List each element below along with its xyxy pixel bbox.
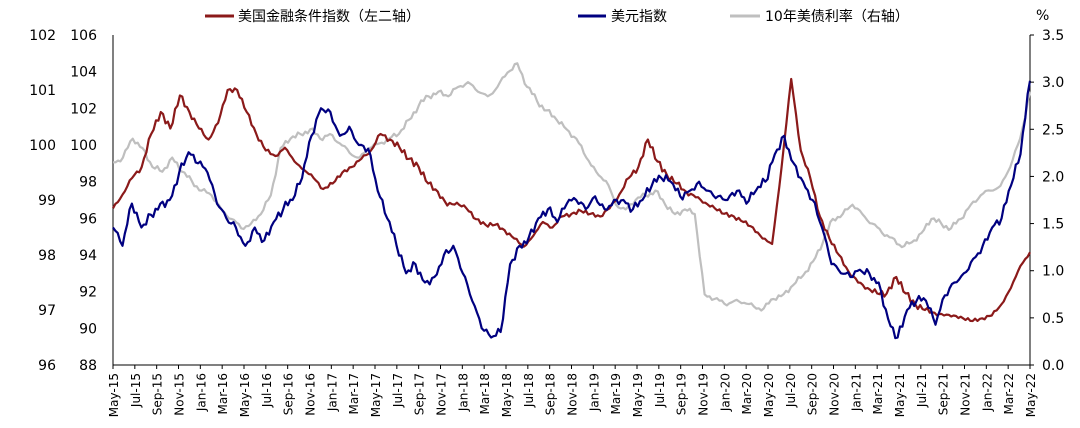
x-tick-label: May-18 <box>500 373 514 417</box>
right-tick-label: 2.0 <box>1042 169 1064 185</box>
left-outer-tick-label: 101 <box>29 83 56 99</box>
x-tick-label: May-17 <box>369 373 383 417</box>
left-inner-tick-label: 98 <box>79 175 97 191</box>
right-tick-label: 1.5 <box>1042 217 1064 233</box>
x-tick-label: Nov-18 <box>566 373 580 416</box>
x-tick-label: Nov-19 <box>697 373 711 416</box>
legend-item-financial-conditions: 美国金融条件指数（左二轴） <box>205 8 420 25</box>
x-tick-label: May-20 <box>762 373 776 417</box>
left-inner-tick-label: 96 <box>79 211 97 227</box>
x-tick-label: Jul-21 <box>915 373 929 408</box>
right-tick-label: 0.0 <box>1042 358 1064 374</box>
left-inner-tick-label: 88 <box>79 358 97 374</box>
tick-labels: 102 101 100 99 98 97 96 106 104 102 100 98 96 94 92 90 8… <box>29 28 1064 417</box>
left-inner-tick-label: 90 <box>79 321 97 337</box>
x-tick-label: May-21 <box>893 373 907 417</box>
series-line-financial-conditions <box>112 77 1031 323</box>
x-tick-label: Jan-19 <box>587 373 601 412</box>
legend-label-financial-conditions: 美国金融条件指数（左二轴） <box>238 8 420 25</box>
x-tick-label: Mar-22 <box>1002 373 1016 414</box>
x-tick-label: Nov-20 <box>828 373 842 416</box>
x-tick-label: Nov-15 <box>173 373 187 416</box>
left-inner-tick-label: 106 <box>70 28 97 44</box>
x-tick-label: Jul-15 <box>129 373 143 408</box>
series-lines <box>112 62 1032 340</box>
series-line-treasury-yield <box>113 62 1032 312</box>
x-tick-label: Jul-17 <box>391 373 405 408</box>
x-tick-label: Jan-16 <box>194 373 208 412</box>
x-tick-label: Sep-19 <box>675 373 689 415</box>
x-tick-label: Nov-17 <box>435 373 449 416</box>
x-tick-label: Sep-21 <box>937 373 951 415</box>
left-outer-tick-label: 102 <box>29 28 56 44</box>
x-tick-label: Jul-18 <box>522 373 536 408</box>
x-tick-label: Sep-18 <box>544 373 558 415</box>
left-inner-tick-label: 102 <box>70 101 97 117</box>
x-tick-label: Mar-17 <box>347 373 361 414</box>
left-inner-tick-label: 92 <box>79 285 97 301</box>
x-tick-label: Sep-20 <box>806 373 820 415</box>
left-outer-tick-label: 96 <box>38 358 56 374</box>
x-tick-label: May-16 <box>238 373 252 417</box>
left-outer-tick-label: 99 <box>38 193 56 209</box>
legend: 美国金融条件指数（左二轴） 美元指数 10年美债利率（右轴） <box>205 8 909 25</box>
x-tick-label: Jan-21 <box>849 373 863 412</box>
x-tick-label: Jan-22 <box>980 373 994 412</box>
x-tick-label: Jan-20 <box>718 373 732 412</box>
x-tick-label: Jan-17 <box>325 373 339 412</box>
x-tick-label: Mar-16 <box>216 373 230 414</box>
legend-item-dollar-index: 美元指数 <box>578 9 667 25</box>
x-tick-label: Jul-16 <box>260 373 274 408</box>
right-tick-label: 3.0 <box>1042 75 1064 91</box>
left-inner-tick-label: 100 <box>70 138 97 154</box>
right-tick-label: 3.5 <box>1042 28 1064 44</box>
right-tick-label: 2.5 <box>1042 122 1064 138</box>
x-tick-label: Sep-17 <box>413 373 427 415</box>
x-tick-label: Jan-18 <box>456 373 470 412</box>
x-tick-label: Mar-21 <box>871 373 885 414</box>
x-tick-label: Nov-21 <box>959 373 973 416</box>
x-tick-label: May-19 <box>631 373 645 417</box>
x-tick-label: Mar-20 <box>740 373 754 414</box>
x-tick-label: Jul-20 <box>784 373 798 408</box>
left-outer-tick-label: 97 <box>38 303 56 319</box>
legend-label-treasury-yield: 10年美债利率（右轴） <box>765 8 909 25</box>
x-tick-label: Jul-19 <box>653 373 667 408</box>
x-tick-label: Mar-18 <box>478 373 492 414</box>
series-line-dollar-index <box>112 80 1032 340</box>
left-inner-tick-label: 104 <box>70 65 97 81</box>
left-outer-tick-label: 98 <box>38 248 56 264</box>
x-tick-label: Sep-15 <box>151 373 165 415</box>
x-tick-label: May-15 <box>107 373 121 417</box>
x-tick-label: May-22 <box>1024 373 1038 417</box>
legend-item-treasury-yield: 10年美债利率（右轴） <box>730 8 909 25</box>
legend-label-dollar-index: 美元指数 <box>611 9 667 25</box>
x-tick-label: Sep-16 <box>282 373 296 415</box>
right-tick-label: 1.0 <box>1042 264 1064 280</box>
left-outer-tick-label: 100 <box>29 138 56 154</box>
x-tick-label: Nov-16 <box>304 373 318 416</box>
x-tick-label: Mar-19 <box>609 373 623 414</box>
left-inner-tick-label: 94 <box>79 248 97 264</box>
right-axis-unit: % <box>1036 8 1049 24</box>
right-tick-label: 0.5 <box>1042 311 1064 327</box>
